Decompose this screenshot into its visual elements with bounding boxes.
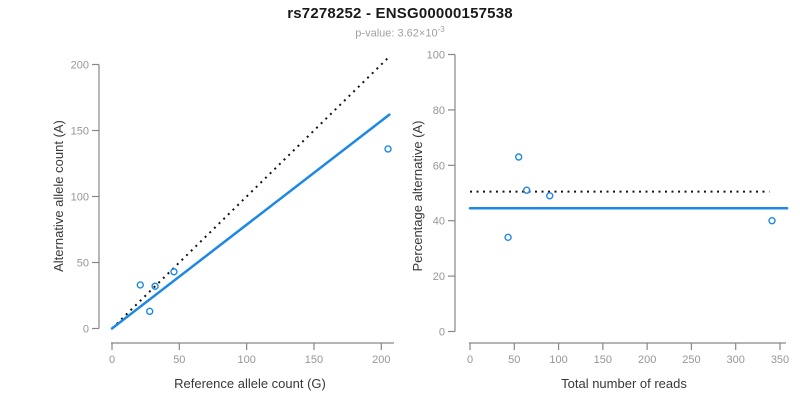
y-tick-label: 50	[77, 258, 89, 270]
p-value-exponent: -3	[437, 25, 445, 34]
y-tick-label: 150	[71, 126, 89, 138]
y-axis-label: Percentage alternative (A)	[410, 120, 425, 271]
y-tick-label: 200	[71, 60, 89, 72]
y-tick-label: 60	[433, 160, 445, 172]
figure-header: rs7278252 - ENSG00000157538 p-value: 3.6…	[0, 0, 800, 40]
x-axis-label: Total number of reads	[561, 376, 687, 391]
data-point	[170, 268, 178, 276]
y-axis-label: Alternative allele count (A)	[51, 120, 66, 272]
data-point	[522, 186, 531, 194]
data-point	[151, 282, 159, 290]
y-tick-label: 80	[433, 105, 445, 117]
figure-title: rs7278252 - ENSG00000157538	[287, 5, 513, 22]
p-value-text: p-value: 3.62×10	[355, 27, 438, 40]
x-tick-label: 150	[594, 354, 612, 366]
x-tick-label: 200	[638, 354, 656, 366]
data-point	[136, 281, 144, 289]
data-point	[384, 145, 392, 153]
x-tick-label: 100	[549, 354, 567, 366]
x-tick-label: 0	[467, 354, 473, 366]
x-tick-label: 50	[173, 354, 185, 366]
data-point	[515, 153, 523, 161]
y-tick-label: 40	[433, 216, 445, 228]
y-tick-label: 100	[427, 50, 445, 62]
x-tick-label: 250	[682, 354, 700, 366]
percentage-scatter-panel: 0 20 40 60 80 100 0 50 100 150 200 250 300 350 Total n…	[410, 50, 789, 392]
data-point	[146, 307, 154, 316]
allele-count-scatter-panel: 0 50 100 150 200 0 50 100 150 200 Reference allele…	[51, 57, 394, 391]
x-tick-label: 200	[372, 354, 390, 366]
x-tick-label: 100	[237, 354, 255, 366]
figure-subtitle: p-value: 3.62×10-3	[0, 25, 800, 40]
y-tick-label: 0	[439, 327, 445, 339]
x-axis-label: Reference allele count (G)	[174, 376, 326, 391]
x-tick-label: 300	[727, 354, 745, 366]
x-tick-label: 350	[771, 354, 789, 366]
x-tick-label: 150	[305, 354, 323, 366]
y-tick-label: 20	[433, 271, 445, 283]
x-tick-label: 0	[109, 354, 115, 366]
y-tick-label: 100	[71, 192, 89, 204]
y-tick-label: 0	[83, 324, 89, 336]
data-point	[504, 233, 512, 242]
x-tick-label: 50	[508, 354, 520, 366]
regression-line	[110, 113, 391, 330]
data-point	[546, 192, 554, 200]
data-point	[768, 216, 776, 225]
